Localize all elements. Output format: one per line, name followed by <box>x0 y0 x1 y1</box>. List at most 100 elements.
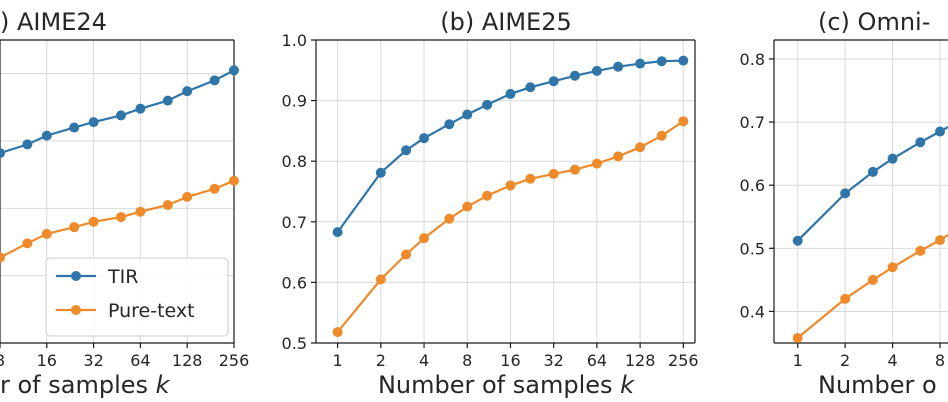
p1-point-tir-4 <box>444 119 455 130</box>
p0-point-tir-15 <box>209 75 220 86</box>
p1-point-tir-2 <box>401 145 412 156</box>
p1-series-pure <box>332 116 689 338</box>
p1-point-tir-5 <box>462 109 473 120</box>
p1-line-pure <box>336 120 684 333</box>
p2-point-tir-5 <box>935 126 946 137</box>
p2-point-tir-1 <box>840 188 851 199</box>
p0-point-tir-14 <box>182 86 193 97</box>
p0-point-pure-12 <box>135 206 146 217</box>
p1-point-tir-12 <box>613 61 624 72</box>
p1-ytick-label-3: 0.8 <box>282 152 307 171</box>
legend: TIR Pure-text <box>45 257 229 337</box>
p1-line-tir <box>336 59 684 233</box>
legend-label-pure: Pure-text <box>108 300 195 322</box>
p0-point-pure-6 <box>0 252 5 263</box>
legend-marker-pure <box>71 305 81 315</box>
p2-point-pure-2 <box>867 274 878 285</box>
p0-point-pure-9 <box>69 222 80 233</box>
p2-ytick-label-0: 0.4 <box>740 302 765 321</box>
p2-xtick-label-1: 2 <box>840 351 850 370</box>
p1-point-tir-7 <box>505 88 516 99</box>
p2-xtick-label-2: 4 <box>887 351 897 370</box>
p1-ytick-label-4: 0.9 <box>282 92 307 111</box>
legend-box <box>45 257 229 337</box>
panel-omni: 0.4 0.5 0.6 0.7 0.8 1 2 4 8 (c) Omni- Number o <box>740 8 948 399</box>
p1-point-pure-5 <box>462 201 473 212</box>
p2-ytick-label-3: 0.7 <box>740 113 765 132</box>
p2-line-tir <box>796 125 948 242</box>
p0-point-pure-16 <box>229 175 239 186</box>
p1-point-pure-0 <box>332 327 343 338</box>
p1-title: (b) AIME25 <box>440 8 572 36</box>
legend-label-tir: TIR <box>107 266 138 288</box>
p1-point-pure-4 <box>444 213 455 224</box>
p0-xlabel: r of samples k <box>0 371 171 399</box>
p2-ytick-label-2: 0.6 <box>740 176 765 195</box>
p1-point-pure-13 <box>635 142 646 153</box>
p2-ytick-label-1: 0.5 <box>740 239 765 258</box>
p0-xtick-label-0: 8 <box>0 351 5 370</box>
p1-point-tir-10 <box>569 70 580 81</box>
p2-point-tir-3 <box>887 153 898 164</box>
p2-point-tir-4 <box>915 137 926 148</box>
p1-point-pure-12 <box>613 151 624 162</box>
p1-point-tir-8 <box>525 82 536 93</box>
p0-point-tir-6 <box>0 148 5 159</box>
p0-point-pure-14 <box>182 191 193 202</box>
p1-point-pure-15 <box>678 116 689 127</box>
p0-point-tir-9 <box>69 122 80 133</box>
p1-point-tir-1 <box>375 167 386 178</box>
p2-xtick-label-0: 1 <box>793 351 803 370</box>
p1-point-tir-3 <box>419 133 430 144</box>
p0-point-tir-8 <box>41 130 52 141</box>
p1-xtick-label-5: 32 <box>544 351 564 370</box>
p1-point-tir-13 <box>635 58 646 69</box>
p1-point-pure-8 <box>525 173 536 184</box>
p2-series-pure <box>792 233 948 343</box>
p2-point-pure-1 <box>840 293 851 304</box>
p1-ytick-label-0: 0.5 <box>282 334 307 353</box>
p0-point-tir-10 <box>88 117 99 128</box>
p0-point-pure-10 <box>88 216 99 227</box>
p1-point-pure-10 <box>569 164 580 175</box>
p0-title: ) AIME24 <box>0 8 107 36</box>
p1-xtick-label-8: 256 <box>668 351 699 370</box>
p0-xtick-label-4: 128 <box>172 351 203 370</box>
p1-point-tir-14 <box>656 56 667 67</box>
p1-point-pure-14 <box>656 130 667 141</box>
p0-point-pure-7 <box>22 238 33 249</box>
p1-point-pure-9 <box>548 168 559 179</box>
p2-point-pure-0 <box>792 332 803 343</box>
p0-point-tir-7 <box>22 139 33 150</box>
p2-point-tir-0 <box>792 235 803 246</box>
p1-xtick-label-1: 2 <box>376 351 386 370</box>
p0-point-pure-11 <box>115 212 126 223</box>
p0-point-pure-15 <box>209 183 220 194</box>
p1-point-tir-0 <box>332 227 343 238</box>
p2-title: (c) Omni- <box>818 8 930 36</box>
p0-point-tir-16 <box>229 65 239 76</box>
p1-point-tir-11 <box>591 65 602 76</box>
p2-xlabel: Number o <box>818 371 937 399</box>
p1-point-pure-11 <box>591 158 602 169</box>
p0-point-pure-13 <box>162 199 173 210</box>
p0-xtick-label-1: 16 <box>37 351 57 370</box>
p1-point-tir-15 <box>678 55 689 66</box>
p2-point-pure-5 <box>935 235 946 246</box>
p1-xtick-label-7: 128 <box>625 351 656 370</box>
p1-point-tir-6 <box>482 99 493 110</box>
p1-point-pure-3 <box>419 233 430 244</box>
p0-point-tir-12 <box>135 103 146 114</box>
p2-point-tir-2 <box>867 166 878 177</box>
panel-aime24: 8 16 32 64 128 256) AIME24 r of samples k TIR Pu… <box>0 8 249 399</box>
legend-marker-tir <box>71 271 81 281</box>
p2-point-pure-3 <box>887 262 898 273</box>
p1-ytick-label-5: 1.0 <box>282 31 307 50</box>
p0-series-pure <box>0 175 239 263</box>
p2-ytick-label-4: 0.8 <box>740 50 765 69</box>
p0-line-tir <box>0 69 235 155</box>
p1-xtick-label-6: 64 <box>587 351 607 370</box>
p1-ytick-label-2: 0.7 <box>282 213 307 232</box>
p0-point-pure-8 <box>41 228 52 239</box>
p1-point-pure-1 <box>375 274 386 285</box>
